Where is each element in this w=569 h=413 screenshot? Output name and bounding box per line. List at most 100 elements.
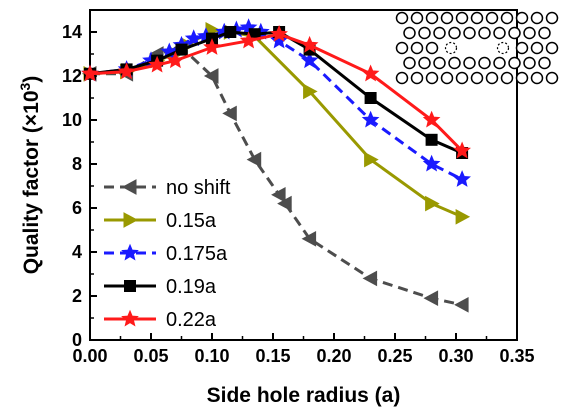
hole: [485, 71, 499, 85]
data-point: [222, 105, 237, 122]
legend-marker: [121, 179, 137, 195]
legend-label: 0.19a: [166, 276, 217, 298]
data-point: [203, 38, 221, 55]
legend-label: no shift: [166, 177, 231, 199]
hole: [425, 41, 439, 55]
x-tick-label: 0.00: [72, 346, 107, 366]
data-point: [453, 170, 471, 187]
data-point: [81, 64, 99, 82]
hole: [523, 56, 536, 70]
series-0: [81, 39, 469, 313]
hole: [455, 11, 469, 25]
hole: [478, 26, 491, 40]
hole: [448, 56, 461, 70]
legend-item-4: 0.22a: [104, 309, 217, 331]
data-point: [362, 270, 378, 287]
data-point: [239, 31, 258, 49]
hole: [425, 71, 439, 85]
hole: [463, 56, 476, 70]
hole: [545, 71, 559, 85]
hole: [433, 26, 446, 40]
data-point: [361, 64, 380, 82]
data-point: [277, 195, 292, 212]
legend-marker: [124, 280, 136, 292]
data-point: [224, 26, 237, 38]
y-axis-title-close: ): [20, 76, 43, 83]
axis-ticks: 0.00 0.05 0.10 0.15 0.20 0.25 0.30 0.35 0 2 4 6 8 10 1…: [62, 22, 535, 366]
hole: [545, 11, 559, 25]
hole: [403, 26, 416, 40]
hole: [440, 71, 454, 85]
data-point: [175, 43, 188, 56]
data-point: [425, 195, 440, 212]
data-point: [148, 55, 166, 73]
data-point: [422, 110, 441, 128]
y-tick-label: 14: [62, 22, 82, 42]
hole: [500, 11, 514, 25]
data-point: [117, 62, 136, 80]
hole: [515, 71, 529, 85]
legend-marker: [121, 309, 139, 327]
hole: [478, 56, 491, 70]
hole: [425, 11, 439, 25]
x-tick-label: 0.30: [438, 346, 473, 366]
hole: [515, 41, 529, 55]
x-tick-label: 0.10: [194, 346, 229, 366]
hole: [433, 56, 446, 70]
hole: [508, 26, 521, 40]
hole: [538, 56, 551, 70]
legend-item-0: no shift: [104, 177, 231, 199]
legend-label: 0.22a: [166, 309, 217, 331]
data-point: [455, 208, 471, 225]
hole: [410, 71, 424, 85]
y-tick-label: 12: [62, 66, 82, 86]
legend-item-3: 0.19a: [104, 276, 217, 298]
data-point: [422, 154, 441, 172]
data-point: [454, 296, 469, 313]
legend-label: 0.175a: [166, 243, 228, 265]
x-tick-label: 0.35: [499, 346, 534, 366]
x-tick-label: 0.15: [255, 346, 290, 366]
y-tick-label: 0: [72, 330, 82, 350]
hole: [410, 11, 424, 25]
hole: [470, 11, 484, 25]
y-tick-label: 10: [62, 110, 82, 130]
y-tick-label: 8: [72, 154, 82, 174]
data-point: [270, 31, 288, 49]
data-point: [301, 230, 317, 247]
x-tick-label: 0.20: [316, 346, 351, 366]
hole: [485, 11, 499, 25]
x-axis-title: Side hole radius (a): [207, 384, 401, 407]
hole: [500, 71, 514, 85]
data-point: [425, 133, 438, 146]
hole: [530, 11, 544, 25]
hole: [493, 26, 506, 40]
series-line: [90, 45, 463, 307]
hole: [523, 26, 536, 40]
data-point: [364, 151, 379, 168]
hole: [395, 11, 409, 25]
hole: [530, 41, 544, 55]
legend-item-1: 0.15a: [104, 210, 217, 232]
series-4: [81, 24, 471, 159]
legend: no shift 0.15a 0.175a 0.19a 0.22a: [104, 177, 231, 331]
legend-marker: [121, 243, 139, 261]
legend-item-2: 0.175a: [104, 243, 228, 265]
data-point: [166, 51, 185, 69]
x-tick-label: 0.25: [377, 346, 412, 366]
legend-label: 0.15a: [166, 210, 217, 232]
data-point: [246, 151, 262, 168]
hole: [410, 41, 424, 55]
y-axis-title-main: Quality factor (×10: [20, 90, 43, 274]
shifted-hole: [444, 41, 458, 55]
series-2: [81, 18, 471, 187]
y-axis-title-superscript: 3: [17, 82, 33, 90]
data-point: [271, 186, 286, 203]
hole: [418, 26, 431, 40]
hole: [418, 56, 431, 70]
data-point: [303, 83, 318, 100]
data-point: [423, 290, 439, 307]
hole: [440, 11, 454, 25]
